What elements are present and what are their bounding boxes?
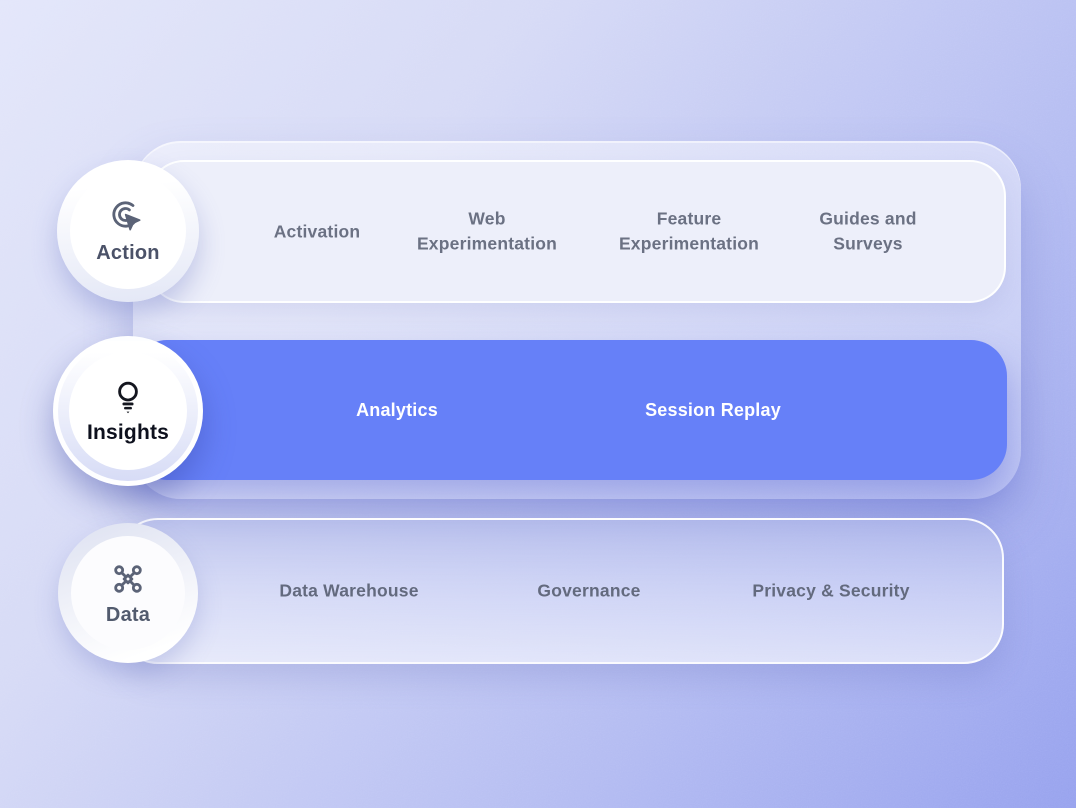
badge-action[interactable]: Action bbox=[57, 160, 199, 302]
row-item-feature-experimentation[interactable]: Feature Experimentation bbox=[618, 208, 760, 254]
row-item-activation[interactable]: Activation bbox=[273, 220, 361, 241]
row-item-privacy-security[interactable]: Privacy & Security bbox=[752, 580, 910, 601]
badge-data[interactable]: Data bbox=[58, 523, 198, 663]
row-item-data-warehouse[interactable]: Data Warehouse bbox=[279, 580, 419, 601]
badge-insights[interactable]: Insights bbox=[53, 336, 203, 486]
row-item-session-replay[interactable]: Session Replay bbox=[645, 399, 781, 420]
row-item-guides-and-surveys[interactable]: Guides and Surveys bbox=[819, 208, 917, 254]
row-item-governance[interactable]: Governance bbox=[537, 580, 641, 601]
row-insights: Analytics Session Replay bbox=[131, 340, 1007, 480]
badge-data-label: Data bbox=[105, 604, 151, 626]
badge-data-inner: Data bbox=[71, 536, 185, 650]
row-data: Data Warehouse Governance Privacy & Secu… bbox=[118, 518, 1004, 664]
row-item-web-experimentation[interactable]: Web Experimentation bbox=[416, 208, 558, 254]
network-nodes-icon bbox=[114, 565, 142, 593]
badge-insights-inner: Insights bbox=[69, 352, 187, 470]
badge-insights-label: Insights bbox=[86, 420, 170, 444]
row-item-analytics[interactable]: Analytics bbox=[356, 399, 438, 420]
badge-action-label: Action bbox=[96, 242, 160, 264]
badge-action-inner: Action bbox=[70, 173, 186, 289]
lightbulb-icon bbox=[118, 381, 138, 413]
row-action: Activation Web Experimentation Feature E… bbox=[148, 160, 1006, 303]
cursor-click-icon bbox=[112, 201, 141, 231]
